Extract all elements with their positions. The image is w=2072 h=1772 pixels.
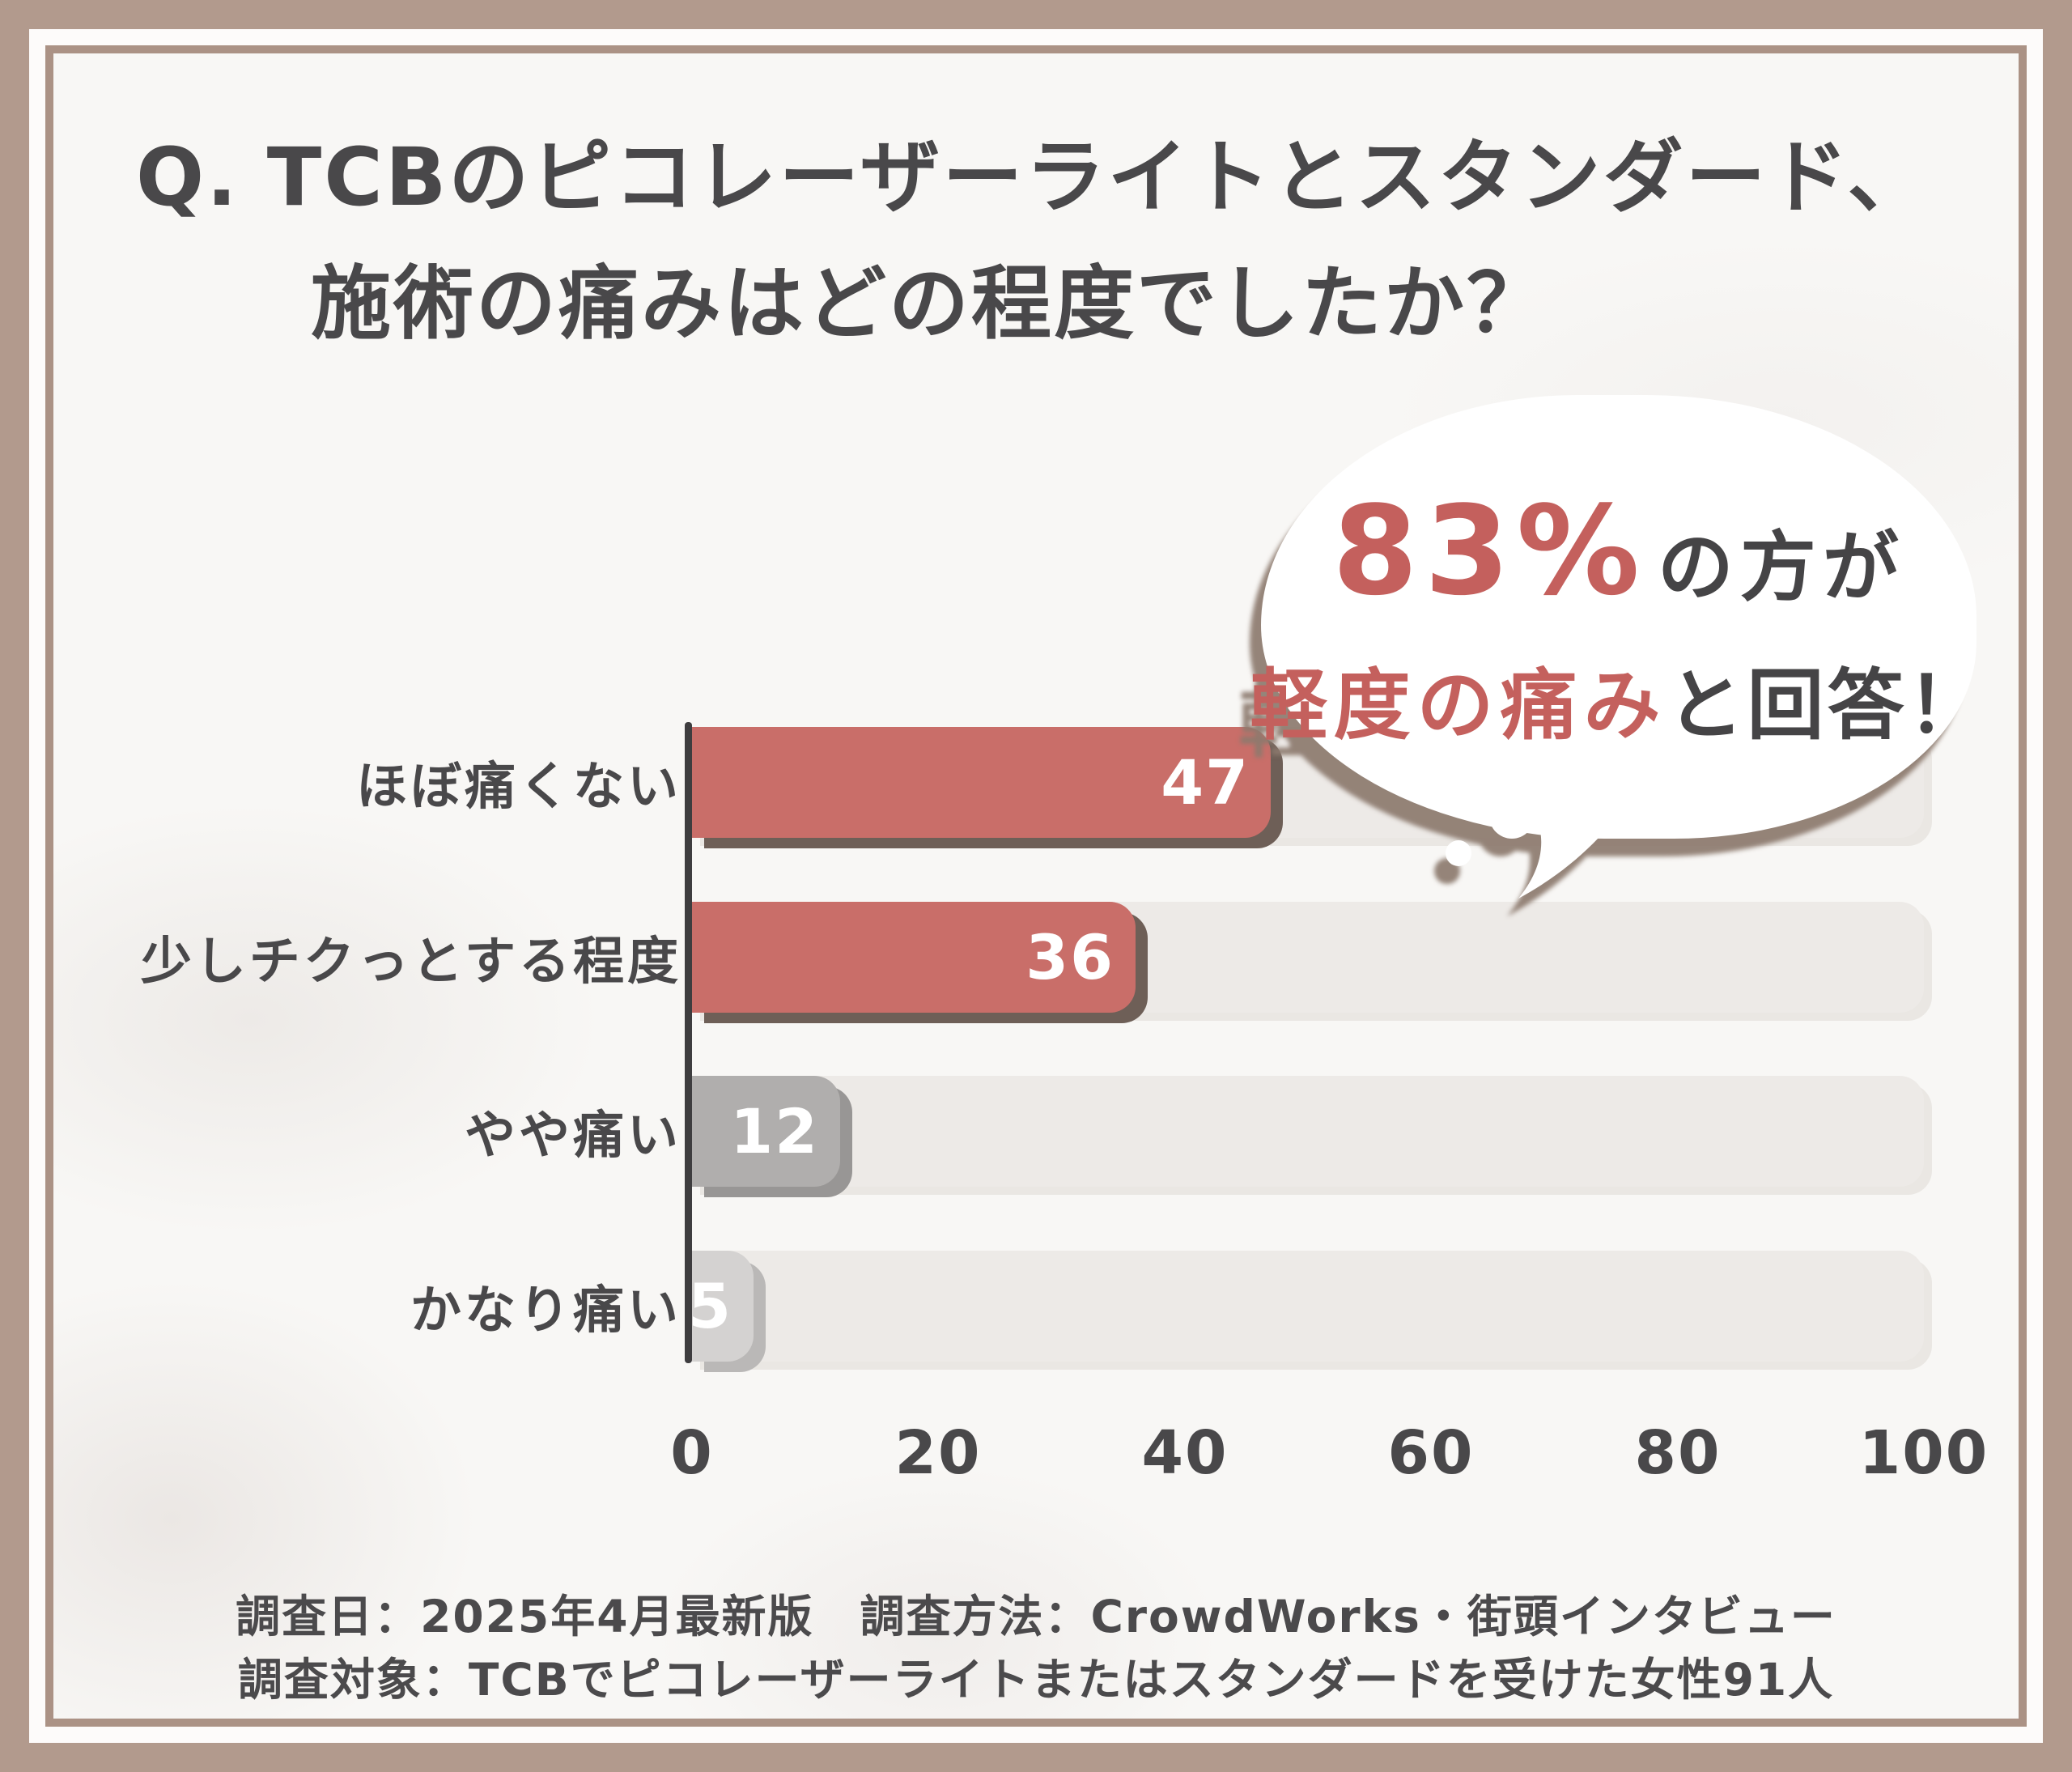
- bubble-percent: 83%: [1332, 479, 1646, 623]
- y-axis-line: [685, 722, 692, 1363]
- bubble-after-percent: の方が: [1657, 524, 1905, 612]
- bar: 36: [692, 902, 1136, 1013]
- bar-value-label: 47: [1161, 746, 1250, 818]
- survey-note-line1: 調査日：2025年4月最新版 調査方法：CrowdWorks・街頭インタビュー: [236, 1591, 1836, 1642]
- category-label: やや痛い: [465, 1106, 681, 1165]
- survey-notes: 調査日：2025年4月最新版 調査方法：CrowdWorks・街頭インタビュー …: [53, 1585, 2019, 1711]
- title-line1-text: TCBのピコレーザーライトとスタンダード、: [266, 131, 1930, 224]
- bubble-dot-large-icon: [1489, 793, 1535, 839]
- category-label: かなり痛い: [410, 1281, 681, 1340]
- x-axis-tick: 0: [670, 1418, 714, 1488]
- x-axis-tick: 100: [1858, 1418, 1989, 1488]
- bubble-line2: 軽度の痛み と回答！: [1250, 644, 1987, 754]
- bar-track: [692, 1251, 1924, 1362]
- content-panel: [45, 45, 2027, 1727]
- bar-value-label: 5: [688, 1270, 732, 1342]
- bar: 47: [692, 727, 1271, 838]
- bubble-dot-small-icon: [1446, 840, 1471, 866]
- page-title: Q. TCBのピコレーザーライトとスタンダード、 施術の痛みはどの程度でしたか？: [136, 115, 1930, 368]
- bubble-after-highlight: と回答！: [1667, 661, 1988, 750]
- title-line2: 施術の痛みはどの程度でしたか？: [311, 257, 1549, 351]
- x-axis-tick: 60: [1387, 1418, 1475, 1488]
- x-axis-tick: 20: [894, 1418, 982, 1488]
- survey-note-line2: 調査対象：TCBでピコレーザーライトまたはスタンダードを受けた女性91人: [237, 1654, 1835, 1706]
- callout-bubble: 83% の方が 軽度の痛み と回答！: [1250, 395, 1985, 913]
- bar-value-label: 12: [730, 1095, 819, 1167]
- bar-track: [692, 1076, 1924, 1187]
- x-axis-tick: 80: [1634, 1418, 1722, 1488]
- bar: 5: [688, 1251, 754, 1362]
- category-label: 少しチクっとする程度: [140, 932, 681, 991]
- bubble-body: [1261, 395, 1976, 839]
- bubble-line1: 83% の方が: [1332, 479, 1905, 623]
- title-line1: Q. TCBのピコレーザーライトとスタンダード、: [136, 115, 1930, 241]
- title-q-prefix: Q.: [136, 131, 240, 224]
- bar: 12: [692, 1076, 840, 1187]
- category-label: ほぼ痛くない: [356, 757, 681, 816]
- bubble-highlight: 軽度の痛み: [1250, 661, 1667, 750]
- bar-value-label: 36: [1025, 921, 1115, 993]
- x-axis-tick: 40: [1141, 1418, 1229, 1488]
- bubble-text: 83% の方が 軽度の痛み と回答！: [1250, 395, 1984, 839]
- bubble-tail-icon: [1518, 800, 1630, 899]
